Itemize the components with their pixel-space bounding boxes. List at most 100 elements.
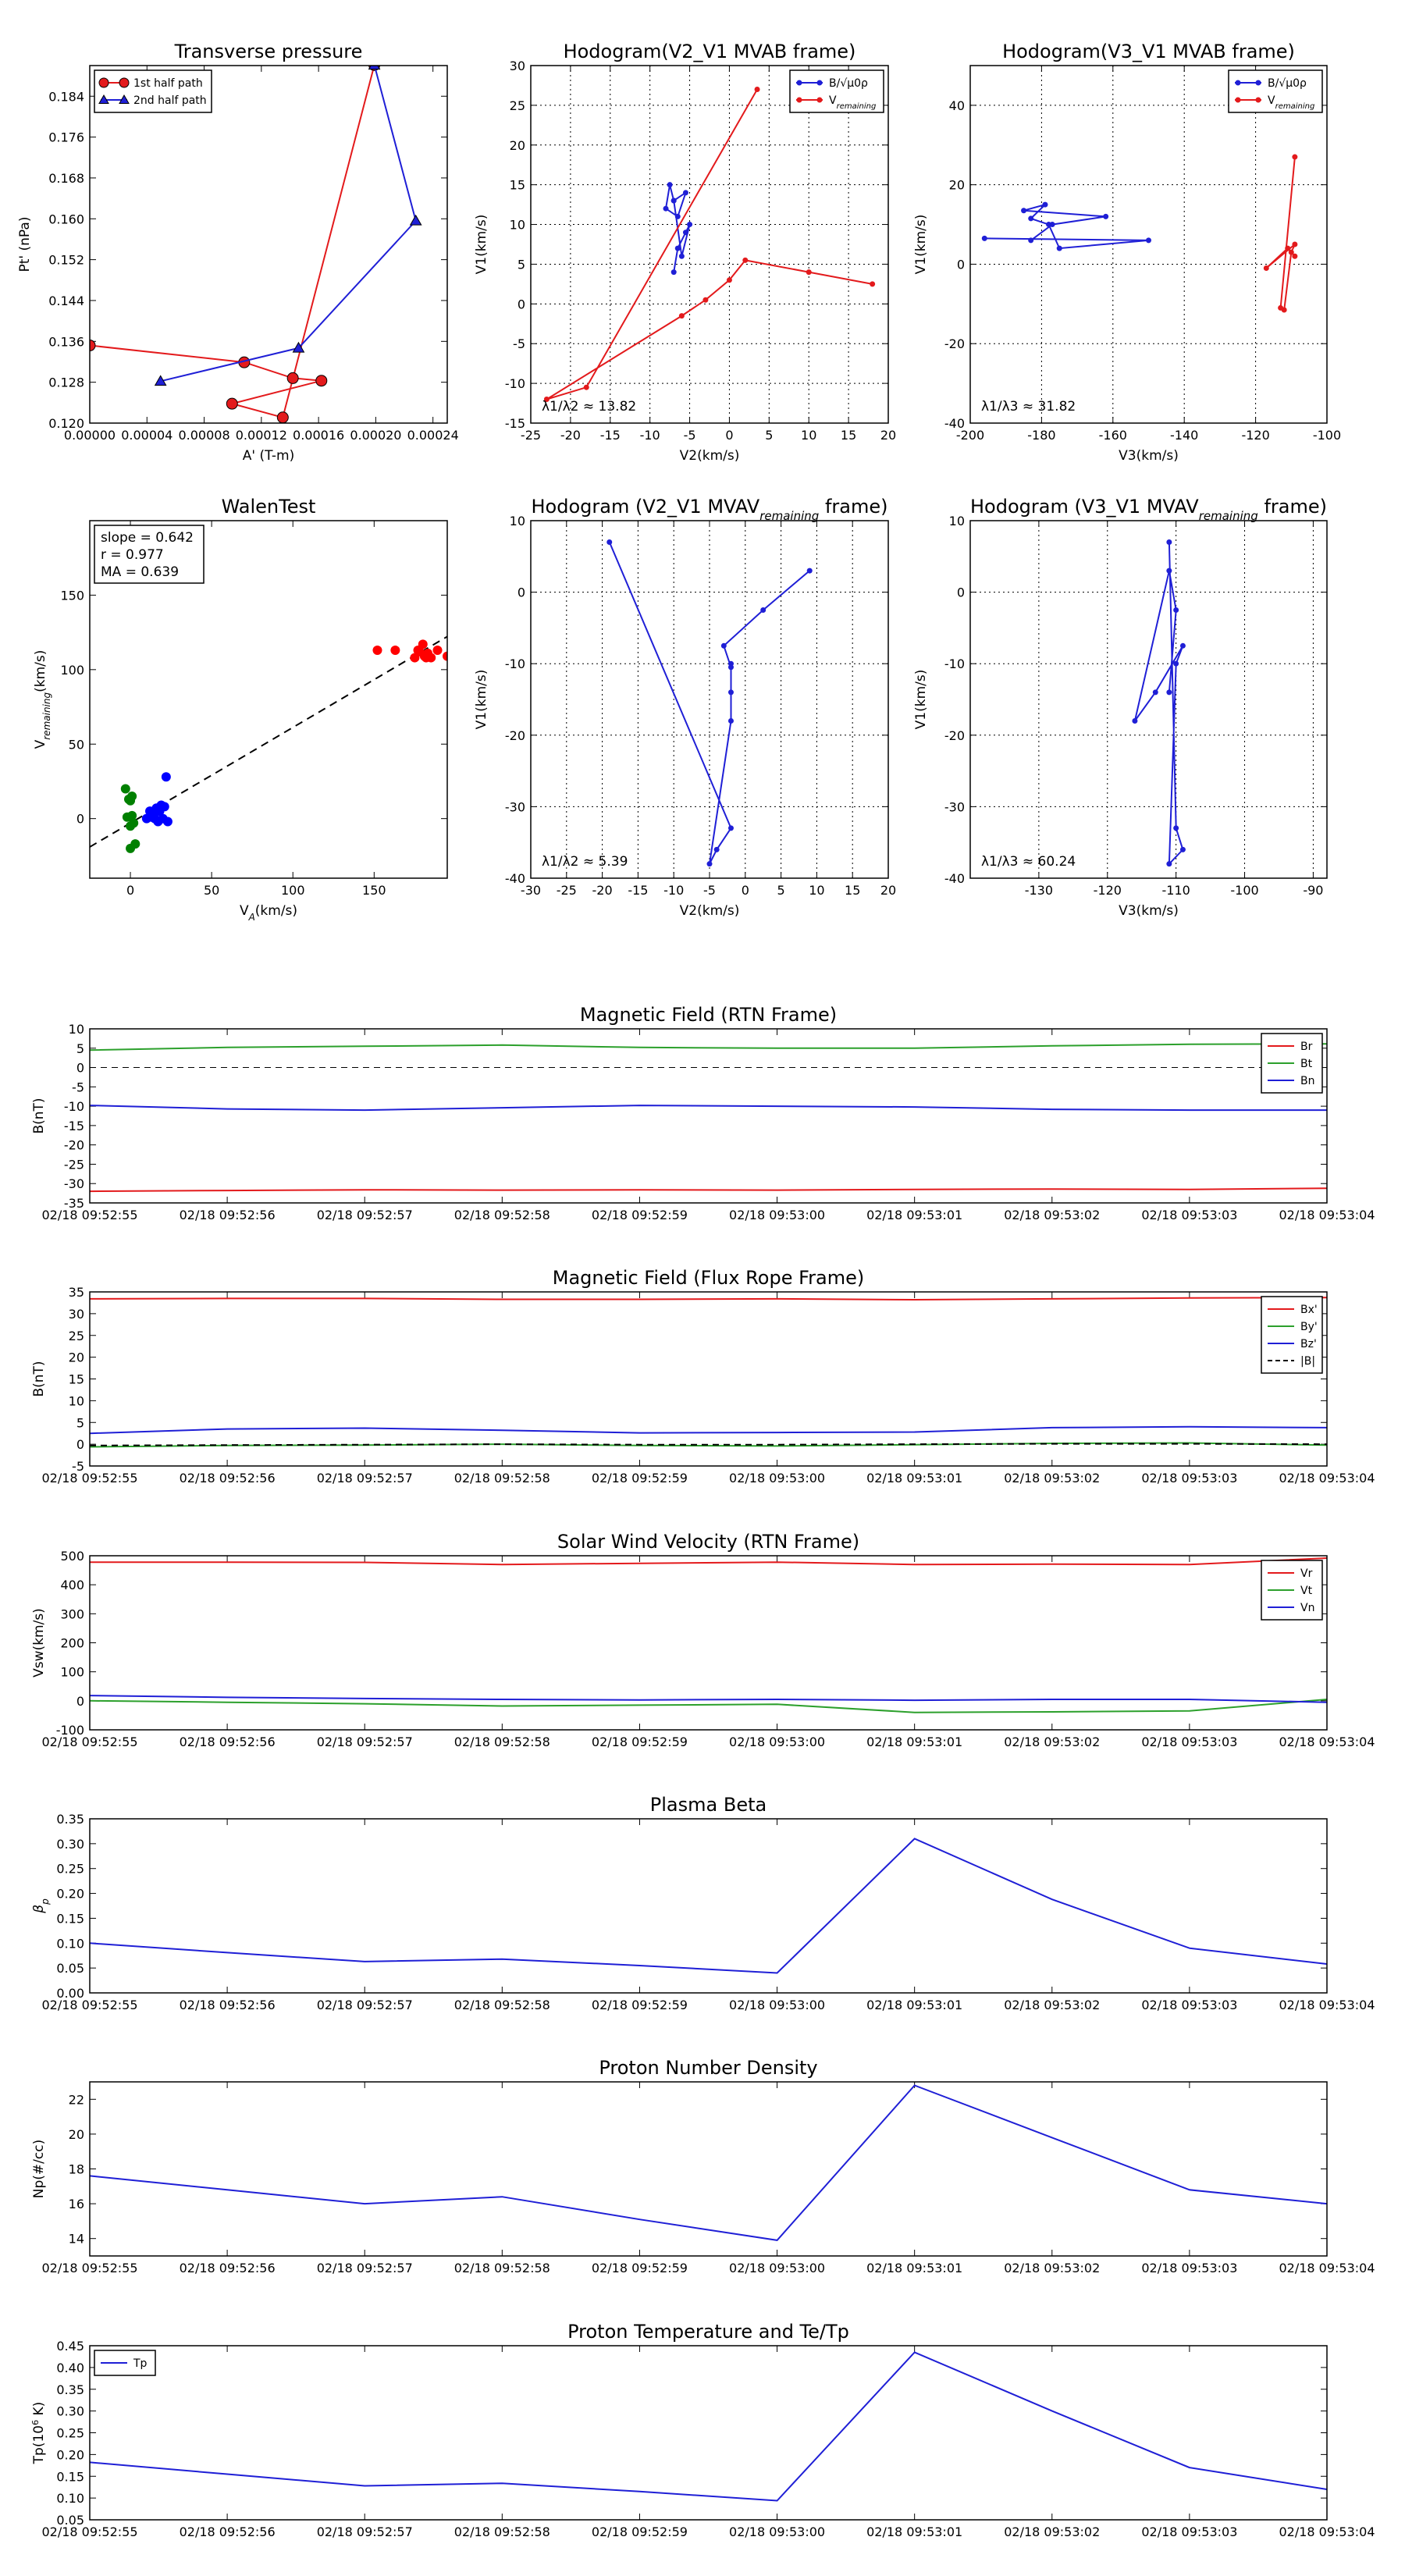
x-tick-label: 0.00020: [350, 428, 401, 443]
legend-label: B/√μ0ρ: [1268, 77, 1307, 90]
stats-line: r = 0.977: [101, 547, 164, 563]
y-tick-label: -10: [505, 376, 525, 391]
x-tick-label: -30: [521, 883, 541, 898]
plot-frame: [89, 2345, 1328, 2521]
y-tick-label: 0.152: [48, 253, 84, 268]
y-tick-label: 18: [69, 2162, 84, 2177]
x-tick-label: 0.00024: [407, 428, 459, 443]
series: [1132, 539, 1186, 867]
x-tick-label: -140: [1170, 428, 1198, 443]
series-line: [90, 1838, 1327, 1974]
series: [372, 639, 447, 663]
series: [90, 1838, 1327, 1974]
x-tick-label: 02/18 09:52:56: [180, 2261, 276, 2275]
stats-line: slope = 0.642: [101, 530, 194, 546]
data-point: [159, 802, 169, 812]
chart-hodogram-v3v1-mvab: -200 -180 -160 -140 -120 -100-40-2002040Hodog…: [913, 41, 1341, 464]
series-line: [90, 1425, 1327, 1435]
x-tick-label: 02/18 09:53:03: [1141, 1471, 1237, 1485]
y-axis-label: B(nT): [31, 1361, 47, 1397]
data-point: [162, 817, 173, 827]
series-line: [90, 1187, 1327, 1193]
chart-transverse-pressure: 0.00000 0.00004 0.00008 0.00012 0.00016 0.000…: [17, 41, 459, 464]
legend-label: By': [1300, 1321, 1318, 1333]
data-point: [1103, 213, 1109, 219]
series: [981, 201, 1151, 251]
x-tick-label: 02/18 09:53:01: [866, 1471, 962, 1485]
x-tick-label: 02/18 09:52:56: [180, 1998, 276, 2012]
series: [606, 539, 813, 867]
data-point: [870, 281, 876, 287]
chart-mag-fr: 02/18 09:52:55 02/18 09:52:56 02/18 09:52:…: [31, 1267, 1375, 1485]
y-tick-label: 10: [949, 514, 965, 528]
series: [90, 2351, 1327, 2502]
x-tick-label: -200: [956, 428, 984, 443]
x-tick-label: 02/18 09:53:01: [866, 1208, 962, 1222]
y-tick-label: 0.168: [48, 171, 84, 186]
plot-frame: [89, 1291, 1328, 1467]
y-tick-label: -40: [944, 871, 965, 886]
legend-label: B/√μ0ρ: [829, 77, 868, 90]
chart-hodogram-v3v1-mvav: -130 -120 -110 -100 -90-40-30-20-10010Hodogr…: [913, 496, 1328, 919]
plot-frame: [89, 2081, 1328, 2257]
y-tick-label: 5: [518, 257, 525, 272]
y-tick-label: 0: [518, 585, 525, 600]
x-tick-label: 02/18 09:52:59: [592, 1998, 688, 2012]
y-tick-label: 22: [69, 2092, 84, 2107]
x-tick-label: 02/18 09:52:56: [180, 2524, 276, 2539]
x-tick-label: -20: [592, 883, 613, 898]
series: [543, 87, 876, 402]
legend-box: [94, 69, 212, 113]
x-tick-label: -10: [663, 883, 684, 898]
y-axis-label: Pt' (nPa): [17, 217, 33, 272]
legend-label: Vr: [1300, 1567, 1313, 1580]
y-tick-label: 14: [69, 2232, 84, 2247]
y-tick-label: 0.15: [56, 2469, 84, 2484]
legend-marker: [119, 77, 130, 88]
y-tick-label: 0.45: [56, 2339, 84, 2354]
plot-frame: [969, 65, 1328, 424]
x-tick-label: 02/18 09:52:55: [41, 1735, 137, 1749]
y-tick-label: -20: [64, 1138, 84, 1153]
data-point: [276, 411, 289, 423]
x-tick-label: 02/18 09:53:00: [729, 1471, 825, 1485]
x-tick-label: 0.00012: [236, 428, 287, 443]
y-tick-label: -100: [56, 1723, 84, 1738]
data-point: [418, 639, 428, 649]
data-point: [126, 821, 136, 831]
legend-marker: [119, 94, 130, 104]
legend-label: 2nd half path: [133, 94, 207, 107]
x-tick-label: -120: [1241, 428, 1269, 443]
legend: Bx' By' Bz' |B|: [1261, 1296, 1323, 1374]
data-point: [678, 313, 685, 319]
x-tick-label: 02/18 09:52:55: [41, 2524, 137, 2539]
x-tick-label: 0.00008: [178, 428, 229, 443]
x-tick-label: 02/18 09:52:58: [454, 2524, 550, 2539]
legend-marker: [98, 77, 109, 88]
y-tick-label: 5: [76, 1415, 84, 1430]
data-point: [806, 568, 813, 574]
legend-label: Bn: [1300, 1075, 1314, 1087]
y-tick-label: 0.30: [56, 2404, 84, 2419]
x-tick-label: 50: [204, 883, 219, 898]
legend: Vr Vt Vn: [1261, 1560, 1323, 1621]
data-point: [292, 341, 305, 353]
data-point: [147, 812, 157, 822]
y-tick-label: -40: [944, 416, 965, 431]
legend-marker: [816, 80, 823, 86]
x-tick-label: -100: [1313, 428, 1341, 443]
x-tick-label: 02/18 09:53:03: [1141, 1208, 1237, 1222]
chart-title: Hodogram (V2_V1 MVAVremaining frame): [532, 496, 888, 523]
x-tick-label: 02/18 09:52:58: [454, 1735, 550, 1749]
y-tick-label: 10: [510, 218, 525, 233]
x-tick-label: 02/18 09:52:59: [592, 2524, 688, 2539]
data-point: [583, 384, 589, 390]
x-tick-label: 02/18 09:53:04: [1279, 1735, 1375, 1749]
data-point: [1179, 846, 1186, 852]
y-axis-label: βp: [31, 1898, 51, 1914]
legend: Br Bt Bn: [1261, 1033, 1323, 1094]
data-point: [127, 792, 137, 802]
y-tick-label: 10: [69, 1022, 84, 1037]
y-tick-label: 0.25: [56, 1862, 84, 1877]
x-axis-label: A' (T-m): [243, 448, 295, 464]
